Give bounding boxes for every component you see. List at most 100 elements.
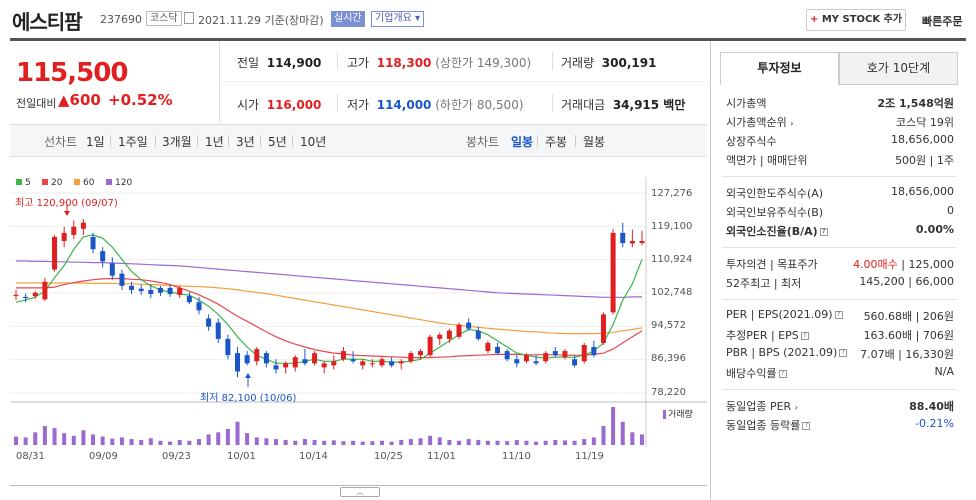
price-change-value: 600 — [69, 91, 101, 109]
candle-body — [206, 318, 212, 327]
volume-bar — [611, 407, 616, 445]
candle-body — [495, 347, 501, 354]
candle-body — [167, 287, 173, 295]
candle-body — [157, 287, 163, 293]
volume-bar — [62, 433, 67, 445]
volume-bar — [158, 440, 163, 445]
stat-label: 시가 — [237, 98, 260, 112]
legend-swatch — [74, 179, 80, 185]
company-info-dropdown[interactable]: 기업개요 ▾ — [371, 11, 425, 27]
volume-bar — [601, 426, 606, 445]
stat-volume: 거래량 300,191 — [561, 54, 656, 71]
volume-bar — [196, 439, 201, 445]
price-change: ▲600 — [58, 91, 101, 109]
tab-order-book[interactable]: 호가 10단계 — [839, 52, 958, 85]
legend-ma120: 120 — [106, 178, 132, 188]
period-separator — [537, 135, 538, 147]
candle-body — [360, 361, 366, 366]
info-label: 추정PER | EPS? — [726, 327, 809, 343]
tab-investment-info[interactable]: 투자정보 — [720, 52, 839, 85]
up-triangle-icon: ▲ — [58, 91, 70, 109]
mystock-add-button[interactable]: + MY STOCK 추가 — [806, 9, 906, 31]
info-label: 시가총액 — [726, 97, 767, 110]
info-value: 18,656,000 — [891, 133, 954, 146]
volume-bar — [331, 440, 336, 445]
period-5y-button[interactable]: 5년 — [268, 135, 287, 149]
candle-body — [215, 322, 221, 339]
candle-body — [369, 363, 375, 365]
x-tick-label: 08/31 — [16, 451, 45, 462]
candle-weekly-button[interactable]: 주봉 — [545, 135, 568, 149]
period-3m-button[interactable]: 3개월 — [162, 135, 192, 149]
info-label: PER | EPS(2021.09)? — [726, 308, 843, 321]
candle-body — [61, 232, 67, 242]
candle-body — [475, 330, 481, 339]
volume-bar — [505, 441, 510, 445]
help-icon[interactable]: ? — [819, 228, 828, 236]
candle-monthly-button[interactable]: 월봉 — [583, 135, 606, 149]
candle-body — [321, 363, 327, 368]
candle-body — [629, 241, 635, 244]
info-label-text: 동일업종 PER — [726, 400, 792, 413]
frame-divider — [10, 38, 966, 41]
candle-body — [52, 236, 58, 270]
period-3y-button[interactable]: 3년 — [236, 135, 255, 149]
candle-body — [639, 241, 645, 244]
volume-bar — [514, 439, 519, 445]
candle-body — [533, 361, 539, 364]
help-icon[interactable]: ? — [802, 422, 811, 430]
info-label[interactable]: 시가총액순위 › — [726, 114, 793, 130]
candle-body — [263, 353, 269, 364]
period-10y-button[interactable]: 10년 — [300, 135, 327, 149]
y-tick-label: 102,748 — [651, 287, 693, 298]
candle-body — [350, 359, 356, 362]
help-icon[interactable]: ? — [800, 332, 809, 340]
candle-body — [138, 288, 144, 292]
candle-body — [32, 292, 38, 297]
stat-value: 34,915 백만 — [612, 98, 686, 112]
help-icon[interactable]: ? — [839, 349, 848, 357]
help-icon[interactable]: ? — [778, 370, 787, 378]
chevron-right-icon: › — [790, 119, 794, 128]
candle-body — [129, 285, 135, 290]
candle-body — [466, 322, 472, 329]
volume-bar — [428, 435, 433, 445]
volume-bar — [408, 439, 413, 445]
realtime-button[interactable]: 실시간 — [331, 11, 365, 27]
volume-bar — [562, 440, 567, 445]
series-line-ma20 — [16, 277, 643, 359]
period-separator — [228, 135, 229, 147]
info-value: -0.21% — [915, 417, 954, 430]
period-1w-button[interactable]: 1주일 — [118, 135, 148, 149]
candle-body — [437, 334, 443, 339]
volume-bar — [399, 439, 404, 445]
help-icon[interactable]: ? — [834, 311, 843, 319]
period-1y-button[interactable]: 1년 — [205, 135, 224, 149]
info-value: 2조 1,548억원 — [877, 97, 954, 110]
quick-order-button[interactable]: 빠른주문 — [922, 15, 963, 28]
info-label[interactable]: 동일업종 PER › — [726, 398, 798, 414]
volume-bar — [14, 436, 18, 445]
candle-body — [562, 351, 568, 358]
x-tick-label: 10/01 — [227, 451, 256, 462]
price-chart[interactable] — [10, 167, 707, 485]
candle-body — [42, 281, 48, 300]
period-1d-button[interactable]: 1일 — [86, 135, 105, 149]
candle-daily-button[interactable]: 일봉 — [511, 135, 534, 149]
volume-bar — [302, 439, 307, 445]
market-badge: 코스닥 — [146, 11, 182, 26]
volume-bar — [206, 434, 211, 445]
volume-bar — [216, 432, 221, 445]
volume-bar — [351, 440, 356, 445]
volume-bar — [572, 440, 577, 445]
period-separator — [260, 135, 261, 147]
stat-high: 고가 118,300 (상한가 149,300) — [347, 54, 531, 71]
volume-bar — [447, 439, 452, 445]
collapse-handle[interactable]: ︿ — [340, 487, 380, 497]
candle-body — [331, 361, 337, 366]
candle-body — [523, 355, 529, 362]
candle-body — [235, 353, 241, 372]
info-label-text: PER | EPS(2021.09) — [726, 308, 833, 321]
volume-bar — [52, 428, 57, 445]
volume-bar — [264, 438, 269, 445]
